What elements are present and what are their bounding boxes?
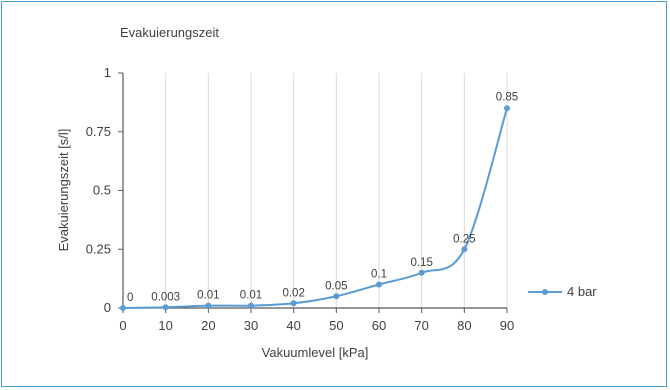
x-tick-label: 40 [286, 318, 300, 333]
legend: 4 bar [528, 284, 597, 299]
data-label: 0.01 [197, 290, 219, 302]
x-tick-label: 20 [201, 318, 215, 333]
data-label: 0.05 [325, 280, 347, 292]
x-tick-label: 90 [500, 318, 514, 333]
legend-marker [542, 289, 548, 295]
series-layer: 0 0.003 0.01 0.01 0.02 0.05 0.1 0.15 0.25 0.85 [120, 91, 518, 311]
y-axis-label: Evakuierungszeit [s/l] [56, 129, 71, 252]
series-line [122, 107, 508, 309]
data-label: 0.25 [453, 233, 475, 245]
data-point [418, 269, 425, 276]
axes [122, 73, 507, 309]
x-tick-labels: 0 10 20 30 40 50 60 70 80 90 [119, 308, 514, 333]
x-tick-label: 30 [244, 318, 258, 333]
x-tick-label: 80 [457, 318, 471, 333]
data-label: 0 [127, 292, 133, 304]
gridlines [165, 73, 508, 308]
x-tick-label: 10 [158, 318, 172, 333]
data-point [120, 305, 126, 311]
x-tick-label: 60 [372, 318, 386, 333]
y-tick-label: 0.5 [93, 183, 111, 198]
x-tick-label: 50 [329, 318, 343, 333]
data-point [248, 302, 254, 309]
data-label: 0.003 [151, 291, 180, 303]
data-label: 0.15 [410, 257, 432, 269]
data-point [461, 246, 468, 253]
data-label: 0.85 [496, 91, 518, 103]
x-tick-label: 0 [119, 318, 126, 333]
data-point [290, 300, 297, 307]
data-label: 0.02 [282, 287, 304, 299]
data-point [162, 304, 169, 311]
y-tick-label: 0.75 [86, 124, 111, 139]
y-tick-labels: 0 0.25 0.5 0.75 1 [86, 65, 123, 315]
data-label: 0.01 [240, 290, 262, 302]
data-point [376, 281, 382, 288]
legend-label: 4 bar [567, 284, 597, 299]
x-axis-label: Vakuumlevel [kPa] [262, 345, 369, 360]
y-tick-label: 0.25 [86, 241, 111, 256]
y-tick-label: 0 [104, 300, 111, 315]
data-point [205, 302, 212, 309]
data-point [333, 293, 340, 300]
data-point [504, 105, 510, 112]
y-tick-label: 1 [104, 65, 111, 80]
x-tick-label: 70 [414, 318, 428, 333]
data-label: 0.1 [371, 269, 387, 281]
chart-title: Evakuierungszeit [120, 25, 219, 40]
